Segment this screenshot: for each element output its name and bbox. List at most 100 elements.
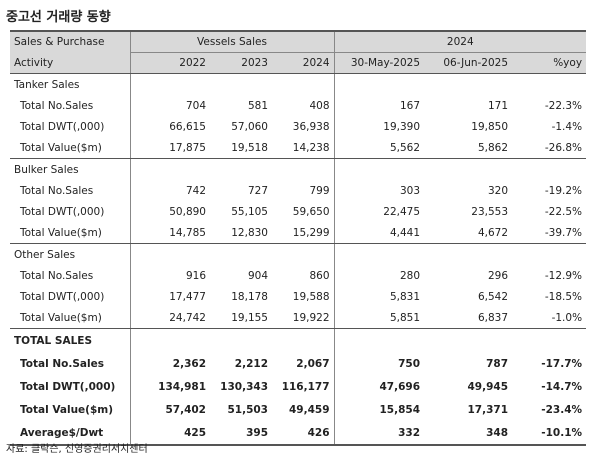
row-label: Total No.Sales	[20, 184, 94, 197]
empty-cell	[512, 244, 586, 266]
empty-cell	[512, 329, 586, 353]
header-sales-purchase: Sales & Purchase	[10, 30, 130, 53]
source-note: 자료: 클락슨, 신영증권리서치센터	[6, 444, 148, 455]
table-cell: -23.4%	[541, 403, 583, 416]
table-row: Total Value($m) 14,785 12,830 15,299 4,441 4,…	[10, 222, 587, 244]
table-cell: 581	[247, 99, 268, 112]
table-cell: 799	[309, 184, 330, 197]
empty-cell	[210, 74, 272, 96]
table-cell: 742	[129, 180, 210, 201]
row-label: Total DWT(,000)	[20, 290, 105, 303]
section-title: Bulker Sales	[14, 163, 79, 176]
table-cell: 47,696	[333, 375, 425, 398]
header-30-may-2025: 30-May-2025	[333, 52, 425, 74]
header-row-1: Sales & Purchase Vessels Sales 2024	[10, 30, 587, 53]
header-vessels-sales: Vessels Sales	[129, 30, 335, 53]
table-row: Total DWT(,000) 66,615 57,060 36,938 19,390 1…	[10, 116, 586, 137]
table-cell: 426	[272, 421, 335, 446]
table-row: Total No.Sales 916 904 860 280 296 -12.9%	[10, 265, 586, 286]
table-cell: 19,518	[210, 137, 272, 159]
table-cell: -14.7%	[541, 380, 583, 393]
empty-cell	[272, 159, 334, 181]
table-cell: 36,938	[292, 120, 330, 133]
table-cell: 134,981	[129, 375, 210, 398]
table-cell: -39.7%	[512, 222, 587, 244]
table-cell: 395	[210, 421, 272, 446]
row-label: Total No.Sales	[20, 357, 104, 370]
table-cell: 17,477	[129, 286, 210, 307]
secondhand-sales-table: Sales & Purchase Vessels Sales 2024 Acti…	[10, 30, 587, 446]
table-cell: 425	[129, 421, 210, 446]
table-cell: 2,212	[234, 357, 268, 370]
table-cell: 66,615	[129, 116, 210, 137]
table-cell: -18.5%	[544, 290, 583, 303]
row-label: Total DWT(,000)	[20, 380, 116, 393]
empty-cell	[272, 244, 334, 266]
empty-cell	[333, 158, 425, 180]
table-row: Average$/Dwt 425 395 426 332 348 -10.1%	[10, 421, 587, 446]
table-cell: 408	[309, 99, 330, 112]
table-cell: 332	[333, 421, 425, 446]
empty-cell	[129, 328, 210, 352]
table-cell: 51,503	[227, 403, 268, 416]
table-cell: -1.4%	[551, 120, 583, 133]
table-cell: 14,785	[129, 222, 210, 244]
table-cell: 320	[487, 184, 509, 197]
section-title: Tanker Sales	[14, 78, 80, 91]
section-header-row: Other Sales	[10, 243, 586, 266]
table-cell: 15,854	[333, 398, 425, 421]
table-cell: 2,067	[296, 357, 330, 370]
table-cell: -26.8%	[512, 137, 587, 159]
empty-cell	[424, 329, 512, 353]
empty-cell	[424, 74, 512, 96]
table-cell: 19,588	[292, 290, 330, 303]
table-row: Total No.Sales 2,362 2,212 2,067 750 787 -17.7…	[10, 352, 586, 375]
header-activity: Activity	[10, 52, 130, 74]
table-row: Total Value($m) 57,402 51,503 49,459 15,854 1…	[10, 398, 586, 421]
table-row: Total No.Sales 704 581 408 167 171 -22.3%	[10, 95, 586, 116]
section-title: TOTAL SALES	[14, 334, 93, 347]
table-cell: 5,851	[333, 307, 425, 329]
table-cell: 348	[424, 421, 513, 446]
table-cell: 303	[333, 180, 425, 201]
table-row: Total DWT(,000) 50,890 55,105 59,650 22,475 2…	[10, 201, 586, 222]
table-cell: 22,475	[333, 201, 425, 222]
table-cell: 23,553	[471, 205, 509, 218]
table-cell: 15,299	[272, 222, 335, 244]
section-header-row: TOTAL SALES	[10, 328, 586, 353]
table-row: Total Value($m) 24,742 19,155 19,922 5,851 6,…	[10, 307, 587, 329]
table-cell: 130,343	[220, 380, 268, 393]
row-label: Average$/Dwt	[10, 421, 130, 446]
table-cell: 916	[129, 265, 210, 286]
row-label: Total Value($m)	[10, 222, 130, 244]
header-2023: 2023	[210, 52, 272, 74]
row-label: Total No.Sales	[20, 99, 94, 112]
table-cell: 19,155	[210, 307, 272, 329]
table-cell: 2,362	[129, 352, 210, 375]
empty-cell	[129, 158, 210, 180]
row-label: Total DWT(,000)	[20, 120, 105, 133]
table-cell: -22.5%	[544, 205, 583, 218]
table-cell: -22.3%	[544, 99, 583, 112]
header-2024: 2024	[272, 52, 335, 74]
table-cell: 49,459	[288, 403, 330, 416]
table-cell: 167	[333, 95, 425, 116]
table-cell: 704	[129, 95, 210, 116]
header-06-jun-2025: 06-Jun-2025	[424, 52, 513, 74]
table-row: Total DWT(,000) 17,477 18,178 19,588 5,831 6,…	[10, 286, 586, 307]
table-cell: 12,830	[210, 222, 272, 244]
table-row: Total Value($m) 17,875 19,518 14,238 5,562 5,…	[10, 137, 587, 159]
table-cell: 6,837	[424, 307, 513, 329]
page-title: 중고선 거래량 동향	[6, 10, 111, 25]
table-cell: -12.9%	[544, 269, 583, 282]
table-cell: 904	[247, 269, 268, 282]
table-cell: 727	[247, 184, 268, 197]
table-cell: -10.1%	[512, 421, 587, 446]
empty-cell	[512, 74, 586, 96]
section-header-row: Bulker Sales	[10, 158, 586, 181]
table-cell: 55,105	[231, 205, 268, 218]
table-cell: 787	[486, 357, 509, 370]
empty-cell	[210, 159, 272, 181]
table-cell: 116,177	[281, 380, 330, 393]
table-cell: 57,402	[129, 398, 210, 421]
